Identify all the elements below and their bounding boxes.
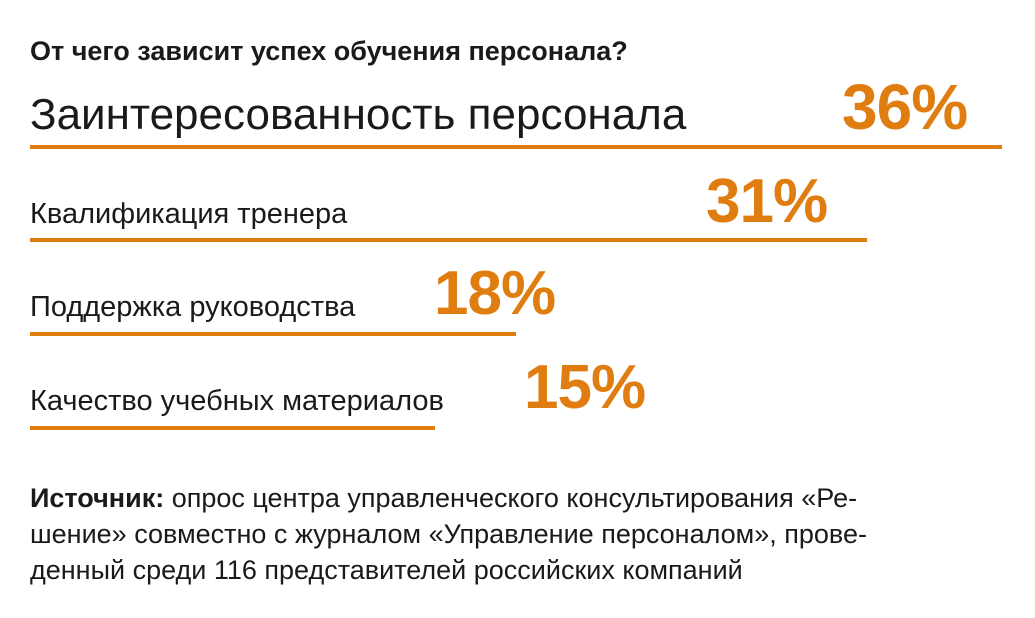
bar-value-label: 36% xyxy=(842,71,968,143)
chart-area: Заинтересованность персонала 36% Квалифика… xyxy=(30,71,1002,430)
bar-line xyxy=(30,145,1002,149)
bar-label: Квалификация тренера xyxy=(30,198,348,230)
bar-line xyxy=(30,238,867,242)
bar-line xyxy=(30,426,435,430)
bar-value-label: 18% xyxy=(434,259,556,328)
bar-label: Качество учебных материалов xyxy=(30,385,444,417)
source-line-1: опрос центра управленческого консультиро… xyxy=(171,483,858,513)
bar-value-label: 15% xyxy=(524,353,646,422)
bar-line xyxy=(30,332,516,336)
chart-title: От чего зависит успех обучения персонала… xyxy=(30,36,628,66)
source-label: Источник: xyxy=(30,483,165,513)
source-line-3: денный среди 116 представителей российск… xyxy=(30,555,743,585)
source-note: Источник: опрос центра управленческого к… xyxy=(30,480,1005,588)
bar-label: Заинтересованность персонала xyxy=(30,90,687,139)
bar-value-label: 31% xyxy=(706,167,828,236)
bar-label: Поддержка руководства xyxy=(30,291,356,323)
source-line-2: шение» совместно с журналом «Управление … xyxy=(30,519,867,549)
